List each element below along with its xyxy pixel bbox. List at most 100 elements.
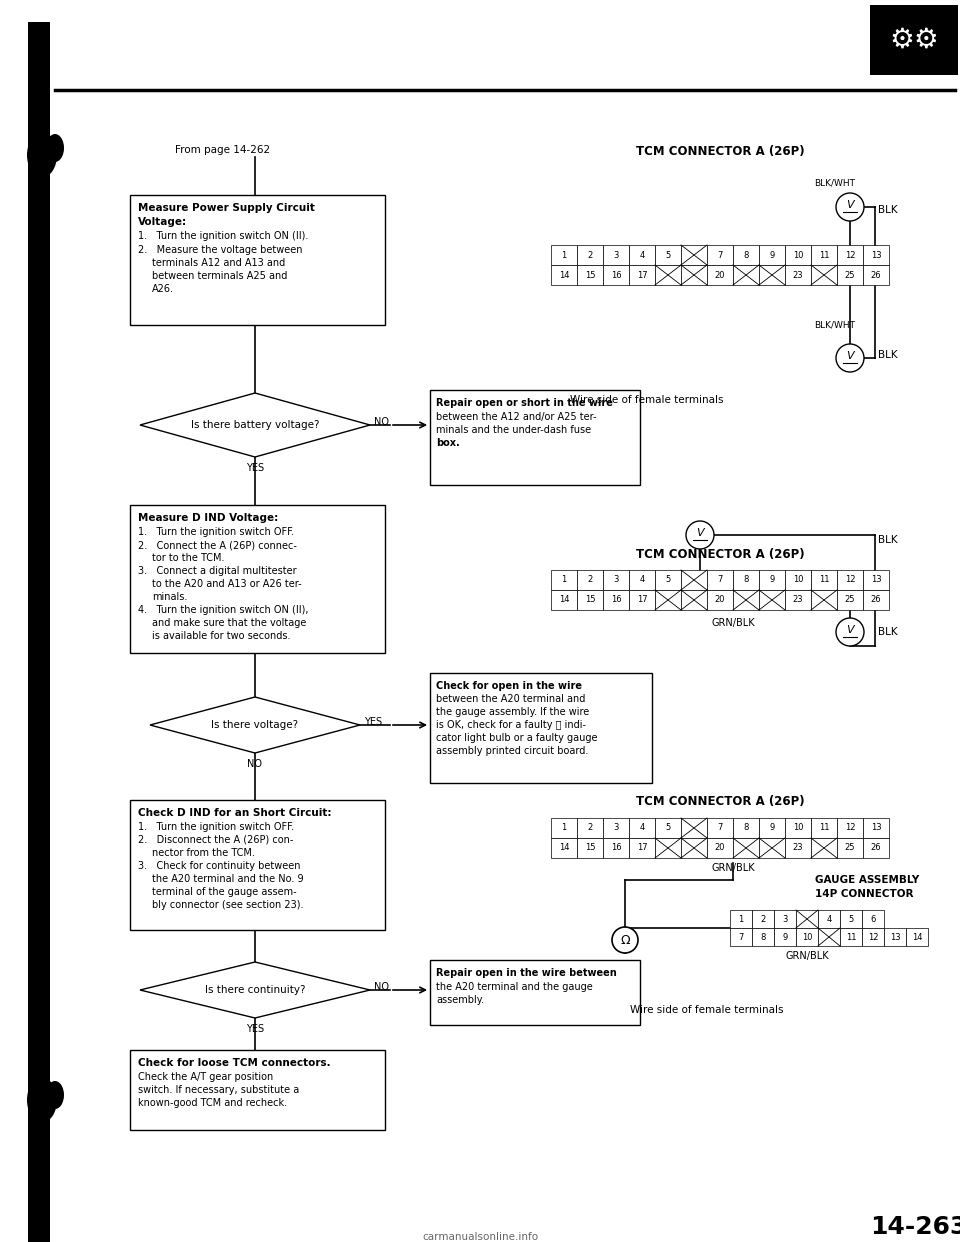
Text: 13: 13 bbox=[871, 823, 881, 832]
Polygon shape bbox=[150, 697, 360, 753]
Text: 2: 2 bbox=[588, 251, 592, 260]
Text: carmanualsonline.info: carmanualsonline.info bbox=[422, 1232, 538, 1242]
Bar bbox=[629, 570, 655, 590]
Text: GRN/BLK: GRN/BLK bbox=[711, 863, 755, 873]
Bar bbox=[577, 570, 603, 590]
Bar bbox=[884, 928, 906, 946]
Text: 25: 25 bbox=[845, 271, 855, 279]
Text: Wire side of female terminals: Wire side of female terminals bbox=[570, 395, 724, 405]
Bar bbox=[655, 245, 681, 265]
Bar bbox=[863, 245, 889, 265]
Bar bbox=[818, 928, 840, 946]
Bar bbox=[752, 910, 774, 928]
Bar bbox=[733, 265, 759, 284]
Text: 13: 13 bbox=[890, 933, 900, 941]
Text: 10: 10 bbox=[793, 823, 804, 832]
Text: 25: 25 bbox=[845, 843, 855, 852]
Bar bbox=[785, 245, 811, 265]
Bar bbox=[655, 570, 681, 590]
Text: 6: 6 bbox=[871, 914, 876, 924]
Text: box.: box. bbox=[436, 438, 460, 448]
Bar bbox=[655, 590, 681, 610]
Ellipse shape bbox=[46, 134, 64, 161]
Text: TCM CONNECTOR A (26P): TCM CONNECTOR A (26P) bbox=[636, 145, 804, 158]
Text: 2.   Measure the voltage between: 2. Measure the voltage between bbox=[138, 245, 302, 255]
Text: 11: 11 bbox=[846, 933, 856, 941]
Text: 2: 2 bbox=[588, 575, 592, 585]
Text: 7: 7 bbox=[738, 933, 744, 941]
Text: bly connector (see section 23).: bly connector (see section 23). bbox=[152, 900, 303, 910]
Text: 7: 7 bbox=[717, 575, 723, 585]
Text: 8: 8 bbox=[743, 251, 749, 260]
Bar bbox=[629, 838, 655, 858]
Bar bbox=[785, 838, 811, 858]
Polygon shape bbox=[140, 392, 370, 457]
Bar bbox=[774, 910, 796, 928]
Bar bbox=[733, 818, 759, 838]
Text: YES: YES bbox=[364, 717, 382, 727]
Text: is available for two seconds.: is available for two seconds. bbox=[152, 631, 291, 641]
Bar bbox=[130, 195, 385, 325]
Text: 20: 20 bbox=[715, 843, 725, 852]
Text: 23: 23 bbox=[793, 843, 804, 852]
Bar bbox=[681, 818, 707, 838]
Text: between the A20 terminal and: between the A20 terminal and bbox=[436, 694, 586, 704]
Bar bbox=[577, 590, 603, 610]
Text: 5: 5 bbox=[665, 575, 671, 585]
Text: 11: 11 bbox=[819, 251, 829, 260]
Text: From page 14-262: From page 14-262 bbox=[175, 145, 270, 155]
Bar bbox=[707, 570, 733, 590]
Bar bbox=[785, 265, 811, 284]
Text: between the A12 and/or A25 ter-: between the A12 and/or A25 ter- bbox=[436, 412, 596, 422]
Text: 10: 10 bbox=[793, 575, 804, 585]
Text: 10: 10 bbox=[802, 933, 812, 941]
Bar bbox=[707, 838, 733, 858]
Text: BLK: BLK bbox=[878, 350, 898, 360]
Text: YES: YES bbox=[246, 1023, 264, 1035]
Bar bbox=[603, 245, 629, 265]
Text: 9: 9 bbox=[769, 251, 775, 260]
Text: 9: 9 bbox=[782, 933, 787, 941]
Bar bbox=[629, 818, 655, 838]
Text: 12: 12 bbox=[845, 251, 855, 260]
Bar bbox=[759, 265, 785, 284]
Text: 17: 17 bbox=[636, 595, 647, 605]
Text: 11: 11 bbox=[819, 575, 829, 585]
Bar bbox=[577, 818, 603, 838]
Text: BLK: BLK bbox=[878, 627, 898, 637]
Text: 4.   Turn the ignition switch ON (II),: 4. Turn the ignition switch ON (II), bbox=[138, 605, 308, 615]
Text: A26.: A26. bbox=[152, 284, 174, 294]
Text: minals.: minals. bbox=[152, 592, 187, 602]
Text: 2: 2 bbox=[588, 823, 592, 832]
Bar bbox=[655, 265, 681, 284]
Text: 23: 23 bbox=[793, 271, 804, 279]
Text: 16: 16 bbox=[611, 595, 621, 605]
Circle shape bbox=[836, 619, 864, 646]
Bar bbox=[837, 245, 863, 265]
Bar bbox=[785, 570, 811, 590]
Text: 8: 8 bbox=[760, 933, 766, 941]
Text: and make sure that the voltage: and make sure that the voltage bbox=[152, 619, 306, 628]
Bar bbox=[707, 245, 733, 265]
Text: 1: 1 bbox=[562, 823, 566, 832]
Text: 7: 7 bbox=[717, 251, 723, 260]
Bar bbox=[811, 590, 837, 610]
Bar bbox=[862, 928, 884, 946]
Text: 1: 1 bbox=[562, 575, 566, 585]
Text: 2: 2 bbox=[760, 914, 766, 924]
Text: BLK/WHT: BLK/WHT bbox=[814, 320, 855, 329]
Bar bbox=[603, 570, 629, 590]
Text: 15: 15 bbox=[585, 843, 595, 852]
Circle shape bbox=[836, 193, 864, 221]
Text: 23: 23 bbox=[793, 595, 804, 605]
Text: the gauge assembly. If the wire: the gauge assembly. If the wire bbox=[436, 707, 589, 717]
Text: 11: 11 bbox=[819, 823, 829, 832]
Text: 14P CONNECTOR: 14P CONNECTOR bbox=[815, 889, 914, 899]
Text: terminals A12 and A13 and: terminals A12 and A13 and bbox=[152, 258, 285, 268]
Bar bbox=[840, 910, 862, 928]
Text: TCM CONNECTOR A (26P): TCM CONNECTOR A (26P) bbox=[636, 548, 804, 561]
Bar bbox=[785, 590, 811, 610]
Text: 3: 3 bbox=[782, 914, 788, 924]
Bar bbox=[906, 928, 928, 946]
Text: V: V bbox=[696, 528, 704, 538]
